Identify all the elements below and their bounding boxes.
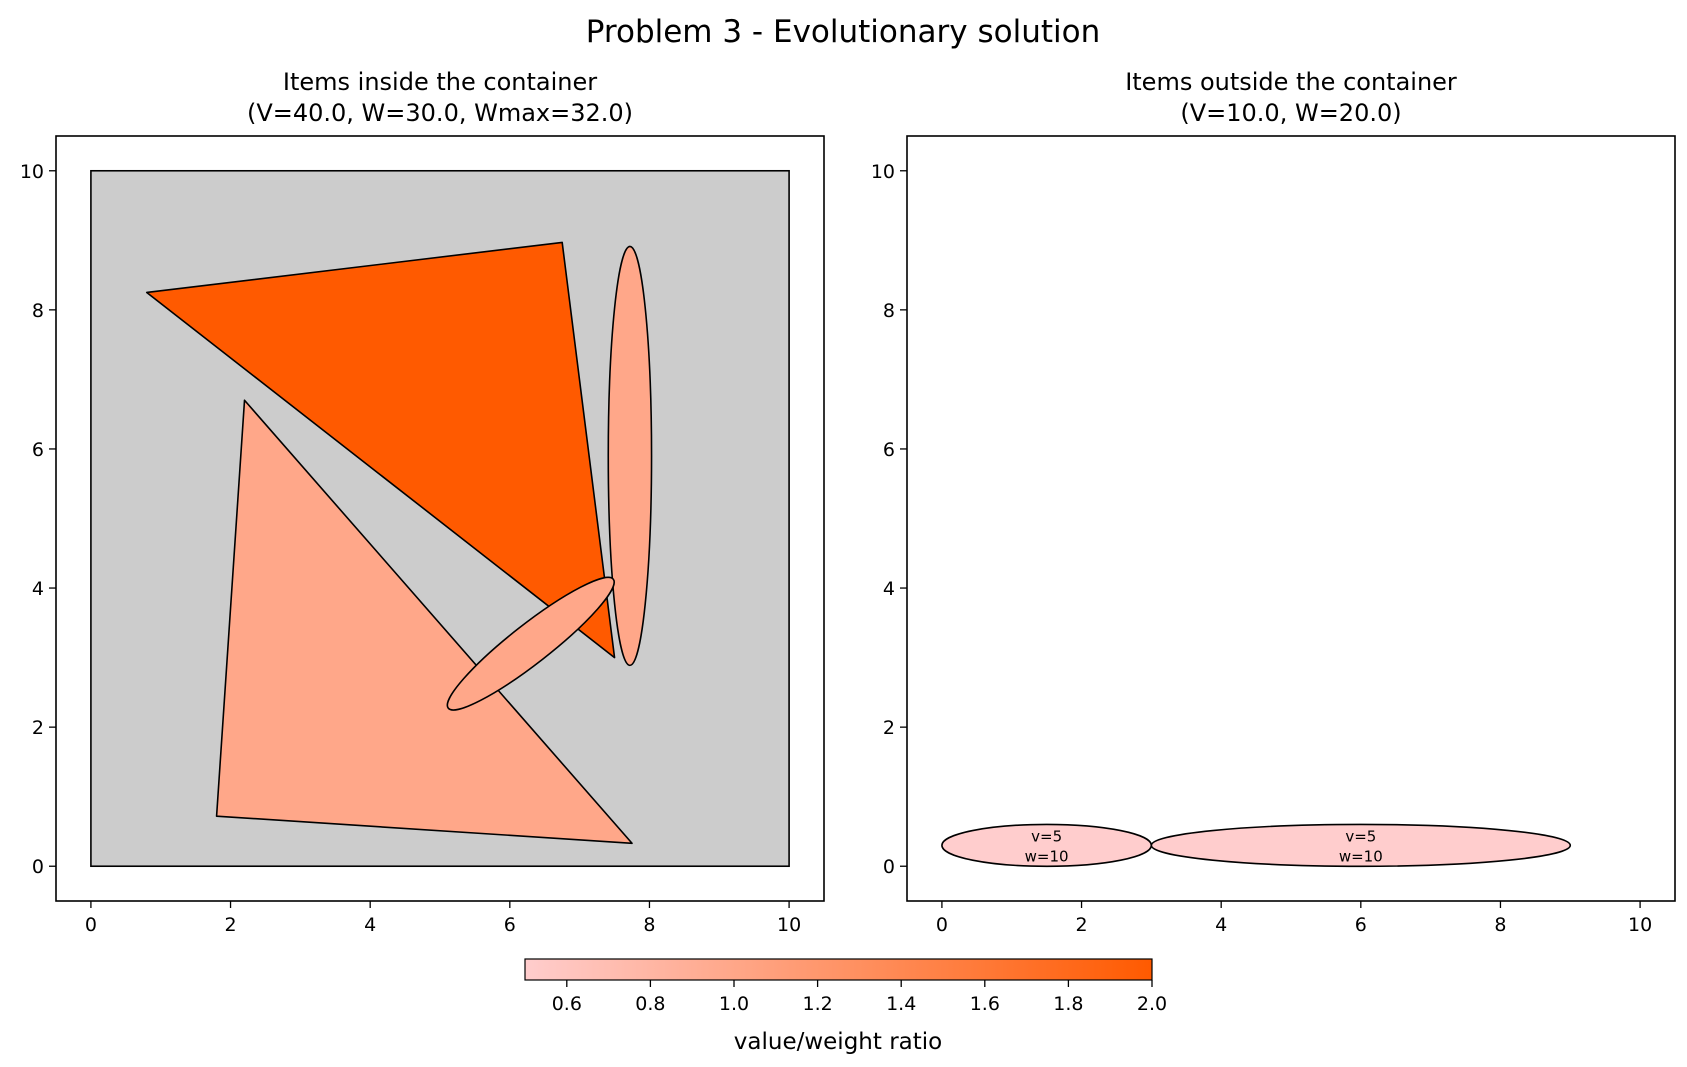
x-tick-label: 0 [85, 914, 97, 936]
item-weight-label: w=10 [1339, 847, 1383, 865]
panel-outside-title-line2: (V=10.0, W=20.0) [1180, 99, 1401, 127]
item-weight-label: w=10 [1025, 847, 1069, 865]
colorbar-tick-label: 2.0 [1137, 993, 1167, 1015]
colorbar-ticks: 0.6 0.8 1.0 1.2 1.4 1.6 1.8 2.0 [552, 980, 1167, 1015]
y-tick-label: 4 [883, 578, 895, 600]
panel-inside: Items inside the container (V=40.0, W=30… [20, 68, 825, 936]
x-tick-label: 8 [643, 914, 655, 936]
colorbar: 0.6 0.8 1.0 1.2 1.4 1.6 1.8 2.0 value/weight ra… [524, 958, 1167, 1055]
x-tick-label: 2 [224, 914, 236, 936]
colorbar-gradient [524, 958, 1153, 981]
panel-inside-title-line1: Items inside the container [283, 68, 597, 96]
colorbar-tick-label: 1.0 [719, 993, 749, 1015]
x-tick-label: 10 [777, 914, 801, 936]
x-tick-label: 2 [1075, 914, 1087, 936]
colorbar-tick-label: 1.8 [1053, 993, 1083, 1015]
item-value-label: v=5 [1345, 827, 1376, 845]
y-tick-label: 6 [32, 439, 44, 461]
x-tick-label: 6 [1355, 914, 1367, 936]
y-tick-label: 2 [32, 717, 44, 739]
plot-area-outside: v=5 w=10 v=5 w=10 0 2 4 6 8 10 0 2 4 6 8 10 [871, 135, 1676, 936]
panel-outside-title-line1: Items outside the container [1125, 68, 1457, 96]
colorbar-tick-label: 1.6 [970, 993, 1000, 1015]
panel-inside-title-line2: (V=40.0, W=30.0, Wmax=32.0) [247, 99, 633, 127]
panel-outside: Items outside the container (V=10.0, W=2… [871, 68, 1676, 936]
item-ellipse-4 [446, 576, 615, 711]
item-ellipse-3 [607, 245, 653, 667]
y-tick-label: 0 [883, 856, 895, 878]
item-triangle-1 [145, 241, 616, 659]
colorbar-tick-label: 1.4 [886, 993, 916, 1015]
figure-title: Problem 3 - Evolutionary solution [586, 14, 1100, 50]
y-tick-label: 0 [32, 856, 44, 878]
item-ellipse-2 [1150, 823, 1572, 868]
colorbar-tick-label: 0.8 [635, 993, 665, 1015]
y-tick-label: 8 [32, 300, 44, 322]
x-tick-label: 0 [936, 914, 948, 936]
colorbar-label: value/weight ratio [734, 1029, 942, 1055]
axes-frame [906, 135, 1676, 902]
x-tick-label: 6 [504, 914, 516, 936]
x-tick-label: 4 [1215, 914, 1227, 936]
x-tick-label: 8 [1494, 914, 1506, 936]
axes-frame [55, 135, 825, 902]
x-tick-label: 4 [364, 914, 376, 936]
plot-area-inside: 0 2 4 6 8 10 0 2 4 6 8 10 [20, 135, 825, 936]
item-value-label: v=5 [1031, 827, 1062, 845]
y-tick-label: 10 [871, 161, 895, 183]
colorbar-tick-label: 0.6 [552, 993, 582, 1015]
y-tick-label: 10 [20, 161, 44, 183]
y-tick-label: 8 [883, 300, 895, 322]
y-tick-label: 2 [883, 717, 895, 739]
item-triangle-2 [215, 399, 633, 845]
y-tick-label: 4 [32, 578, 44, 600]
y-tick-label: 6 [883, 439, 895, 461]
x-tick-label: 10 [1628, 914, 1652, 936]
colorbar-tick-label: 1.2 [802, 993, 832, 1015]
